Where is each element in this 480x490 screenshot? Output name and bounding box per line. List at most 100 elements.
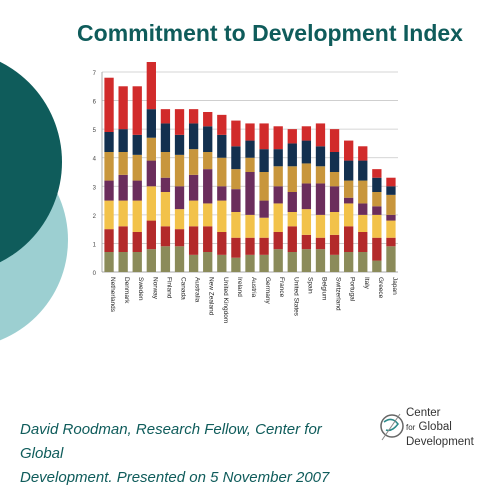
cgd-logo: Center for Global Development bbox=[378, 404, 474, 458]
y-tick-label: 0 bbox=[93, 271, 97, 277]
bar-segment bbox=[132, 232, 142, 252]
bar-segment bbox=[217, 186, 227, 201]
bar-segment bbox=[104, 132, 114, 152]
bar-segment bbox=[160, 226, 171, 247]
bar-segment bbox=[217, 254, 227, 272]
category-label: Canada bbox=[180, 277, 187, 300]
bar-segment bbox=[188, 200, 199, 227]
bar-segment bbox=[118, 86, 128, 130]
category-label: New Zealand bbox=[208, 277, 215, 316]
bar-segment bbox=[132, 180, 142, 201]
category-label: Germany bbox=[264, 277, 271, 304]
bar-segment bbox=[358, 146, 368, 161]
bar-segment bbox=[203, 169, 213, 204]
bar-segment bbox=[245, 157, 255, 172]
bar-segment bbox=[273, 186, 283, 204]
y-tick-label: 7 bbox=[93, 71, 97, 77]
bar-segment bbox=[344, 226, 354, 252]
bar-segment bbox=[287, 129, 297, 144]
category-label: Italy bbox=[363, 277, 370, 290]
bar-segment bbox=[188, 226, 199, 255]
bar-segment bbox=[132, 86, 142, 135]
bar-segment bbox=[273, 166, 283, 187]
bar-segment bbox=[203, 226, 213, 252]
decorative-circles bbox=[0, 0, 120, 480]
bar-segment bbox=[287, 252, 297, 272]
bar-segment bbox=[203, 252, 213, 272]
bar-segment bbox=[118, 129, 128, 152]
bar-segment bbox=[146, 109, 156, 138]
y-tick-label: 4 bbox=[93, 157, 97, 163]
bar-segment bbox=[217, 200, 227, 232]
bar-segment bbox=[301, 209, 312, 235]
logo-line-2-text: Global bbox=[418, 421, 452, 433]
bar-segment bbox=[273, 249, 283, 272]
bar-segment bbox=[344, 160, 354, 181]
bar-segment bbox=[231, 169, 241, 190]
bar-segment bbox=[329, 186, 340, 212]
bar-segment bbox=[372, 237, 382, 261]
category-label: Netherlands bbox=[109, 277, 116, 313]
bar-segment bbox=[329, 212, 340, 235]
bar-segment bbox=[217, 114, 227, 135]
bar-segment bbox=[146, 160, 156, 187]
bar-segment bbox=[245, 140, 255, 158]
bar-segment bbox=[231, 257, 241, 272]
slide-title: Commitment to Development Index bbox=[77, 20, 463, 46]
bar-segment bbox=[203, 152, 213, 170]
circle-dark bbox=[0, 61, 62, 263]
bar-segment bbox=[104, 180, 114, 201]
bar-segment bbox=[358, 180, 368, 204]
bar-segment bbox=[259, 172, 269, 201]
category-label: Greece bbox=[377, 277, 384, 299]
category-label: Finland bbox=[165, 277, 172, 299]
bar-segment bbox=[203, 126, 213, 152]
y-tick-label: 3 bbox=[93, 185, 97, 191]
bar-segment bbox=[315, 249, 326, 272]
bar-segment bbox=[358, 232, 368, 252]
category-label: France bbox=[278, 277, 285, 298]
presenter-credit: David Roodman, Research Fellow, Center f… bbox=[20, 418, 360, 490]
bar-segment bbox=[329, 172, 340, 187]
bar-segment bbox=[146, 62, 156, 110]
bar-segment bbox=[344, 180, 354, 198]
y-tick-label: 2 bbox=[93, 214, 97, 220]
bar-segment bbox=[174, 209, 185, 230]
bar-segment bbox=[217, 232, 227, 255]
bar-segment bbox=[160, 109, 171, 124]
bar-segment bbox=[259, 217, 269, 238]
credit-line-2: Development. Presented on 5 November 200… bbox=[20, 469, 330, 486]
bar-segment bbox=[273, 232, 283, 250]
bar-segment bbox=[160, 152, 171, 178]
bar-segment bbox=[358, 160, 368, 181]
bar-segment bbox=[174, 186, 185, 210]
decorative-circles-art bbox=[0, 61, 68, 341]
bar-segment bbox=[259, 200, 269, 218]
bar-segment bbox=[118, 174, 128, 201]
category-label: Japan bbox=[391, 277, 398, 295]
bar-segment bbox=[301, 183, 312, 210]
bar-segment bbox=[245, 123, 255, 141]
bar-segment bbox=[160, 177, 171, 192]
bar-segment bbox=[146, 249, 156, 272]
category-label: United States bbox=[292, 277, 299, 317]
bar-segment bbox=[315, 183, 326, 215]
bar-segment bbox=[287, 226, 297, 252]
cdi-bar-chart: 0 1 2 3 4 5 6 7 Netherlands Denmark Sweden Norway Fi… bbox=[93, 62, 398, 323]
bar-segment bbox=[104, 77, 114, 132]
bar-segment bbox=[273, 149, 283, 167]
bar-segment bbox=[188, 174, 199, 201]
bar-segment bbox=[231, 146, 241, 170]
bar-segment bbox=[118, 152, 128, 175]
logo-line-1: Center bbox=[406, 407, 441, 419]
bar-segment bbox=[287, 143, 297, 167]
bar-segment bbox=[160, 192, 171, 227]
category-label: Ireland bbox=[236, 277, 243, 297]
bar-segment bbox=[386, 177, 396, 187]
logo-text: Center for Global Development bbox=[406, 406, 474, 449]
bar-segment bbox=[287, 166, 297, 192]
bar-segment bbox=[329, 234, 340, 255]
bar-segment bbox=[329, 152, 340, 172]
bar-segment bbox=[132, 154, 142, 181]
bar-segment bbox=[118, 252, 128, 272]
